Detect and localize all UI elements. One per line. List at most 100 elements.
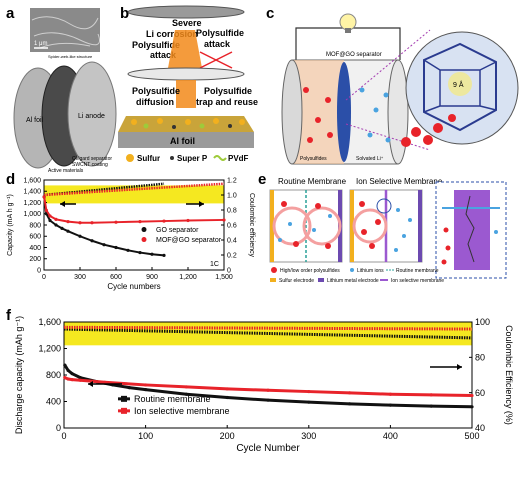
leg-lime: Lithium metal electrode xyxy=(327,278,379,284)
ion-swirl xyxy=(352,208,388,244)
legend-superp-dot xyxy=(170,156,174,160)
swcnt-label: SWCNT coating xyxy=(72,162,108,168)
routine-sulfur-electrode xyxy=(270,190,274,262)
legend-label: Routine membrane xyxy=(134,394,211,404)
ion-particles xyxy=(359,201,412,252)
data-point xyxy=(388,403,392,407)
ce-line xyxy=(43,182,225,197)
panel-d: d 0 300 600 900 1,200 1,50002004006008001,000… xyxy=(6,171,255,291)
data-point xyxy=(470,405,474,409)
ps-trap-1: Polysulfide xyxy=(204,86,252,96)
y-tick-label: 1,400 xyxy=(23,189,41,196)
data-point xyxy=(60,226,64,230)
routine-swirl-2 xyxy=(302,206,342,246)
separator-disc-b xyxy=(127,67,245,81)
routine-particles xyxy=(278,201,332,249)
y2-tick-label: 100 xyxy=(475,317,490,327)
data-point xyxy=(78,376,82,380)
severe-label: Severe xyxy=(172,18,202,28)
data-point xyxy=(63,363,67,367)
x-tick-label: 600 xyxy=(110,274,122,281)
x-tick-label: 1,500 xyxy=(215,274,233,281)
panel-a-label: a xyxy=(6,5,15,22)
leg-lime-swatch xyxy=(318,278,324,282)
data-point xyxy=(225,395,229,400)
y-tick-label: 0 xyxy=(37,267,41,274)
data-point xyxy=(162,219,166,223)
x-axis-label: Cycle Number xyxy=(236,443,300,454)
data-point xyxy=(144,387,148,392)
x-tick-label: 400 xyxy=(383,431,398,441)
li-disc-top xyxy=(127,5,245,19)
data-point xyxy=(48,218,52,223)
data-point xyxy=(66,220,70,224)
sem-fibers xyxy=(31,16,100,49)
mof-separator xyxy=(337,62,351,162)
polysulfide-chain xyxy=(401,114,456,147)
y-tick-label: 1,600 xyxy=(38,317,61,327)
pore-size-label: 9 Å xyxy=(453,80,464,89)
y-tick-label: 800 xyxy=(46,370,61,380)
data-point xyxy=(388,392,392,396)
scale-bar-label: 1 μm xyxy=(34,41,47,47)
y-tick-label: 0 xyxy=(56,423,61,433)
y2-axis-label: Coulombic efficiency xyxy=(248,193,255,258)
panel-e-label: e xyxy=(258,171,266,188)
panel-c-label: c xyxy=(266,5,274,22)
data-point xyxy=(138,220,142,224)
y2-tick-label: 0.4 xyxy=(227,237,237,244)
data-point xyxy=(78,234,82,238)
ion-title: Ion Selective Membrane xyxy=(356,177,443,186)
separator-label: MOF@GO separator xyxy=(326,52,382,58)
leg-hop: High/low order polysulfides xyxy=(280,268,340,274)
data-point xyxy=(42,195,46,199)
leg-hop-dot xyxy=(271,267,277,273)
y2-tick-label: 1.0 xyxy=(227,192,237,199)
data-point xyxy=(44,208,49,212)
data-point xyxy=(70,378,74,382)
data-point xyxy=(429,404,433,408)
x-axis-label: Cycle numbers xyxy=(107,282,160,291)
data-point xyxy=(348,391,352,395)
celgard-label: Celgard separator xyxy=(72,156,112,162)
data-point xyxy=(48,214,52,218)
data-point xyxy=(70,372,74,376)
bulb-icon xyxy=(339,13,357,31)
panel-f-label: f xyxy=(6,307,12,324)
data-point xyxy=(78,221,82,225)
membrane-zoom-particles xyxy=(441,227,498,265)
data-point xyxy=(90,239,94,243)
y-tick-label: 200 xyxy=(29,256,41,263)
axis-arrow-head xyxy=(88,381,93,387)
cell-right-cap xyxy=(387,59,409,165)
axis-arrow-head xyxy=(457,364,462,370)
y2-tick-label: 0.6 xyxy=(227,222,237,229)
data-point xyxy=(266,388,270,392)
x-tick-label: 300 xyxy=(74,274,86,281)
y2-axis-label: Coulombic Efficiency (%) xyxy=(504,325,514,425)
sem-image xyxy=(30,8,100,52)
data-point xyxy=(470,393,474,398)
ion-sulfur-electrode xyxy=(350,190,354,262)
panel-d-label: d xyxy=(6,171,15,188)
y2-tick-label: 60 xyxy=(475,388,485,398)
legend-label: Ion selective membrane xyxy=(134,406,230,416)
data-point xyxy=(78,378,82,382)
legend-pvdf: PVdF xyxy=(228,154,249,163)
panel-c: c MOF@GO separator Polysulfides Solvated… xyxy=(266,5,519,165)
ce-band xyxy=(44,185,224,204)
series-line xyxy=(63,364,473,409)
y2-tick-label: 0.8 xyxy=(227,207,237,214)
y-tick-label: 600 xyxy=(29,234,41,241)
data-point xyxy=(162,253,166,257)
data-point xyxy=(266,398,270,402)
data-point xyxy=(429,393,433,397)
y-tick-label: 400 xyxy=(46,397,61,407)
mof-pore xyxy=(448,72,472,96)
routine-swirl-1 xyxy=(272,206,312,246)
leg-ion: Ion selective membrane xyxy=(391,278,444,284)
legend-label: MOF@GO separator xyxy=(156,237,222,244)
legend-label: GO separator xyxy=(156,227,199,234)
y-tick-label: 1,000 xyxy=(23,211,41,218)
y2-tick-label: 80 xyxy=(475,352,485,362)
